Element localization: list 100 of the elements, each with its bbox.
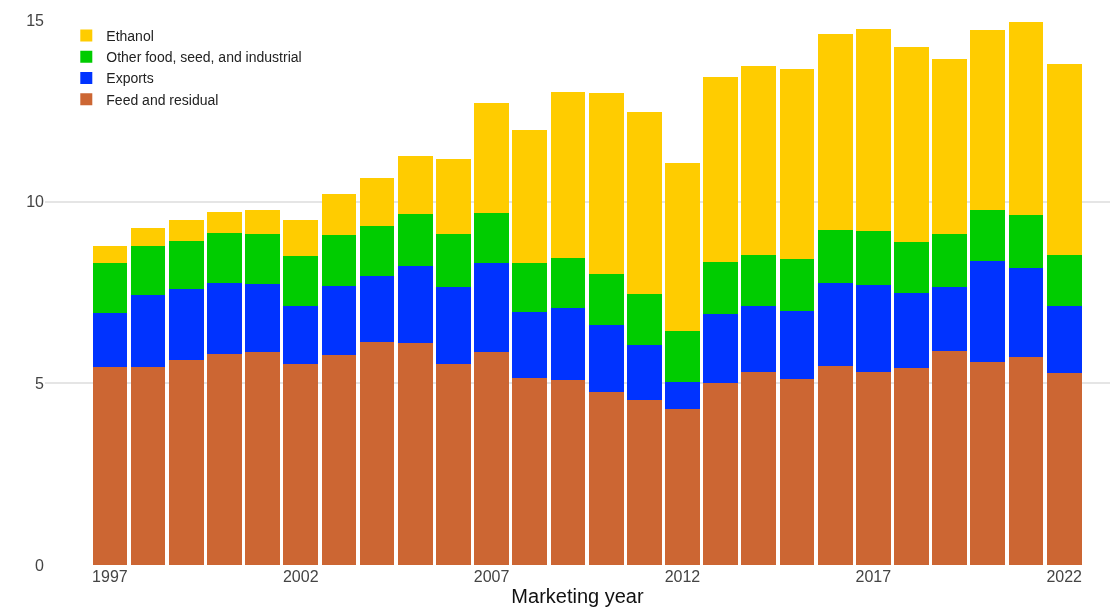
bar [665,408,700,565]
bar [741,305,777,373]
x-tick-label: 2012 [664,568,701,585]
y-tick-label: 0 [35,556,45,574]
bar [817,365,853,565]
bar [855,28,891,232]
y-tick-label: 15 [26,11,45,29]
bar [588,391,624,565]
bar [474,212,509,264]
bar [474,102,509,213]
bar [1046,254,1082,307]
x-tick-label: 2017 [855,568,892,585]
bar [92,245,128,264]
bar [92,366,128,565]
bar [894,46,929,242]
bar [741,254,777,306]
bar [397,155,433,215]
x-tick-label: 2002 [282,568,319,585]
x-tick-label: 1997 [92,568,128,585]
bar [588,324,624,392]
bar [970,209,1006,262]
bar [550,91,586,258]
bar [932,287,968,351]
bar [932,58,968,235]
bar [130,245,166,295]
bar [397,343,433,565]
bar [932,234,968,288]
y-tick-label: 10 [26,193,45,211]
legend-label: Ethanol [106,28,154,45]
bar [397,265,433,343]
bar [397,214,433,266]
bar [168,289,204,361]
y-tick-label: 5 [35,374,45,392]
bar [626,345,662,401]
bar [283,220,319,256]
bar [894,367,929,565]
bar [626,293,662,346]
bar [894,242,929,293]
bar [436,234,471,288]
bar [1008,22,1044,215]
legend-label: Exports [106,70,154,87]
bar [779,310,815,379]
bar [703,313,739,383]
bar [245,209,280,235]
bar [168,240,204,290]
bar [207,353,242,565]
bar [359,225,395,277]
bar [665,381,700,409]
bar [970,361,1006,565]
bar [436,158,471,235]
bar [817,33,853,231]
bar [1046,306,1082,374]
bar [665,331,700,382]
bar [207,233,242,283]
bar [1008,357,1044,565]
bar [741,372,777,565]
bar [588,274,624,325]
bar [970,29,1006,210]
bar [436,363,471,565]
bar [550,257,586,309]
bar [512,263,548,312]
bar [321,285,357,355]
bar [512,377,548,565]
bar [817,230,853,283]
bar [855,372,891,565]
bar [1008,214,1044,268]
bar [130,227,166,246]
bar [741,66,777,255]
bar [588,93,624,275]
x-axis-title: Marketing year [511,584,644,607]
bar [474,263,509,352]
bar [1046,63,1082,255]
bar [512,129,548,264]
bar [779,259,815,311]
bar [817,282,853,366]
bar [626,111,662,294]
x-tick-label: 2007 [473,568,510,585]
bar [359,341,395,565]
bar [703,262,739,314]
bar [550,379,586,565]
bar [168,220,204,241]
bar [665,163,700,332]
bar [474,351,509,565]
bar [130,294,166,367]
bar [855,284,891,373]
bar [359,276,395,342]
bar [1046,373,1082,565]
bar [703,382,739,565]
bar [1008,267,1044,358]
bar [245,234,280,284]
bar [703,77,739,263]
bar [92,312,128,367]
bar [779,69,815,260]
x-tick-label: 2022 [1046,568,1083,585]
bar [130,366,166,565]
bar [245,351,280,565]
legend-label: Feed and residual [106,91,219,108]
bar [321,235,357,286]
bar [932,350,968,565]
bar [970,261,1006,362]
